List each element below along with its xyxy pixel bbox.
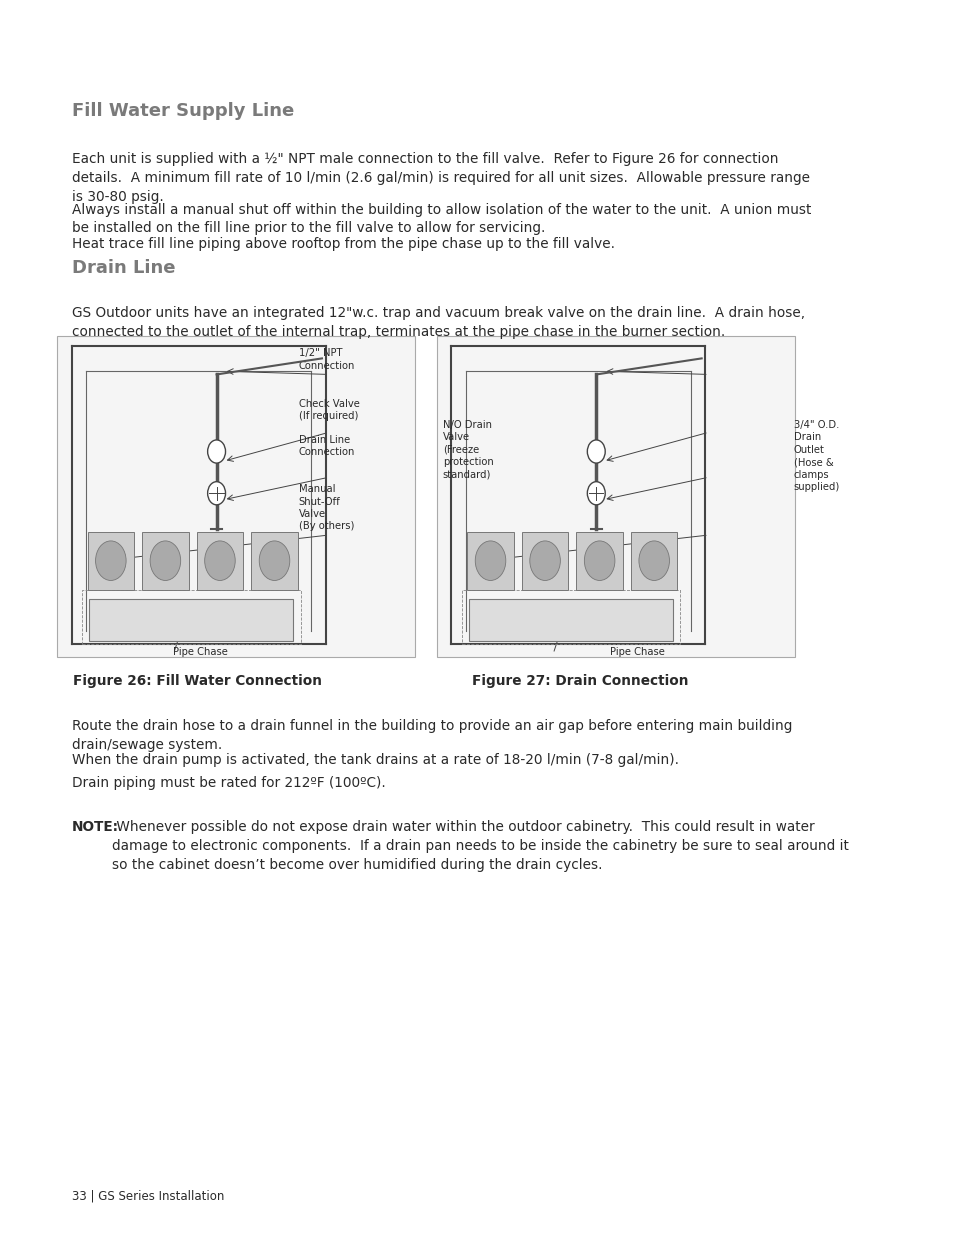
Circle shape (205, 541, 235, 580)
Circle shape (208, 482, 225, 505)
Text: Whenever possible do not expose drain water within the outdoor cabinetry.  This : Whenever possible do not expose drain wa… (112, 820, 847, 872)
Bar (630, 532, 677, 589)
Circle shape (208, 440, 225, 463)
Bar (57, 336, 415, 657)
Circle shape (587, 482, 604, 505)
Circle shape (584, 541, 615, 580)
Bar (90, 599, 294, 641)
Bar (88, 532, 133, 589)
Text: Drain piping must be rated for 212ºF (100ºC).: Drain piping must be rated for 212ºF (10… (71, 776, 385, 789)
Bar (251, 532, 297, 589)
Text: When the drain pump is activated, the tank drains at a rate of 18-20 l/min (7-8 : When the drain pump is activated, the ta… (71, 753, 678, 767)
Bar (469, 599, 672, 641)
Circle shape (150, 541, 180, 580)
Bar (576, 532, 622, 589)
Text: Fill Water Supply Line: Fill Water Supply Line (71, 103, 294, 120)
Text: Figure 27: Drain Connection: Figure 27: Drain Connection (472, 674, 687, 688)
Circle shape (587, 440, 604, 463)
Text: 3/4" O.D.
Drain
Outlet
(Hose &
clamps
supplied): 3/4" O.D. Drain Outlet (Hose & clamps su… (793, 420, 839, 492)
Bar (467, 532, 513, 589)
Text: Figure 26: Fill Water Connection: Figure 26: Fill Water Connection (72, 674, 322, 688)
Text: Each unit is supplied with a ½" NPT male connection to the fill valve.  Refer to: Each unit is supplied with a ½" NPT male… (71, 152, 809, 204)
Circle shape (95, 541, 126, 580)
Text: Check Valve
(If required): Check Valve (If required) (298, 399, 359, 421)
Circle shape (529, 541, 559, 580)
Circle shape (639, 541, 669, 580)
Text: 33 | GS Series Installation: 33 | GS Series Installation (71, 1189, 224, 1203)
Circle shape (475, 541, 505, 580)
Text: Heat trace fill line piping above rooftop from the pipe chase up to the fill val: Heat trace fill line piping above roofto… (71, 237, 614, 251)
Bar (436, 336, 794, 657)
Text: NOTE:: NOTE: (71, 820, 118, 834)
Bar (142, 532, 189, 589)
Text: GS Outdoor units have an integrated 12"w.c. trap and vacuum break valve on the d: GS Outdoor units have an integrated 12"w… (71, 306, 803, 340)
Text: 1/2" NPT
Connection: 1/2" NPT Connection (298, 348, 355, 370)
Text: Drain Line: Drain Line (71, 259, 174, 278)
Text: Manual
Shut-Off
Valve
(By others): Manual Shut-Off Valve (By others) (298, 484, 354, 531)
Bar (196, 532, 243, 589)
Text: Route the drain hose to a drain funnel in the building to provide an air gap bef: Route the drain hose to a drain funnel i… (71, 719, 791, 752)
Bar (521, 532, 568, 589)
Text: Pipe Chase: Pipe Chase (609, 647, 664, 657)
Text: Drain Line
Connection: Drain Line Connection (298, 435, 355, 457)
Text: N/O Drain
Valve
(Freeze
protection
standard): N/O Drain Valve (Freeze protection stand… (442, 420, 493, 479)
Circle shape (259, 541, 290, 580)
Text: Pipe Chase: Pipe Chase (172, 647, 228, 657)
Text: Always install a manual shut off within the building to allow isolation of the w: Always install a manual shut off within … (71, 203, 810, 236)
